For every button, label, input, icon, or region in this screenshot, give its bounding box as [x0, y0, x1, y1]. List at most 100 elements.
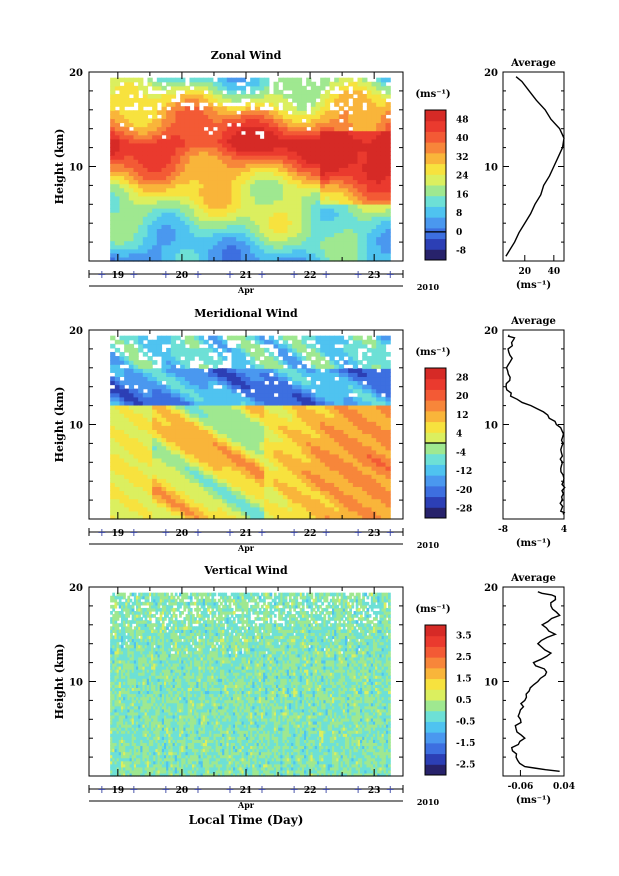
heatmap-cell — [184, 486, 191, 492]
heatmap-cell — [324, 102, 331, 107]
heatmap-cell — [236, 351, 242, 357]
heatmap-cell — [296, 372, 303, 378]
heatmap-cell — [352, 179, 359, 185]
heatmap-cell — [352, 98, 359, 103]
heatmap-cell — [371, 240, 377, 246]
heatmap-cell — [152, 470, 158, 475]
colorbar-tick-label: -8 — [456, 247, 466, 257]
heatmap-cell — [180, 130, 186, 136]
heatmap-cell — [138, 244, 144, 250]
heatmap-cell — [175, 163, 181, 168]
heatmap-cell — [217, 244, 223, 250]
heatmap-cell — [362, 155, 368, 160]
heatmap-cell — [338, 138, 345, 144]
heatmap-cell — [259, 380, 265, 386]
heatmap-cell — [259, 175, 265, 181]
heatmap-cell — [329, 179, 335, 185]
heatmap-cell — [217, 199, 223, 205]
heatmap-cell — [110, 134, 116, 140]
heatmap-cell — [320, 212, 326, 217]
heatmap-cell — [189, 392, 195, 398]
heatmap-cell — [357, 404, 363, 410]
heatmap-cell — [142, 220, 149, 225]
heatmap-cell — [278, 224, 284, 230]
heatmap-cell — [208, 356, 214, 361]
heatmap-cell — [301, 236, 307, 242]
heatmap-cell — [273, 195, 279, 201]
heatmap-cell — [254, 339, 261, 345]
heatmap-cell — [110, 130, 116, 136]
heatmap-cell — [259, 417, 265, 422]
heatmap-cell — [352, 171, 359, 177]
heatmap-cell — [320, 151, 326, 156]
heatmap-cell — [194, 179, 200, 185]
heatmap-cell — [124, 396, 130, 402]
heatmap-cell — [128, 142, 135, 148]
heatmap-cell — [124, 445, 130, 451]
heatmap-cell — [184, 409, 191, 414]
heatmap-cell — [161, 478, 167, 483]
heatmap-cell — [166, 433, 172, 439]
heatmap-cell — [194, 466, 200, 471]
heatmap-cell — [278, 441, 284, 447]
heatmap-cell — [236, 449, 242, 455]
heatmap-cell — [212, 368, 219, 373]
heatmap-cell — [124, 102, 130, 107]
heatmap-cell — [306, 81, 312, 87]
heatmap-cell — [175, 159, 181, 164]
heatmap-cell — [208, 494, 214, 500]
heatmap-cell — [226, 425, 233, 430]
heatmap-cell — [282, 502, 289, 508]
heatmap-cell — [366, 199, 373, 205]
heatmap-cell — [170, 404, 177, 410]
heatmap-cell — [152, 224, 158, 230]
heatmap-cell — [226, 106, 233, 111]
heatmap-cell — [254, 433, 261, 439]
heatmap-cell — [124, 126, 130, 132]
heatmap-cell — [124, 98, 130, 103]
heatmap-cell — [324, 364, 331, 369]
heatmap-cell — [385, 118, 391, 124]
heatmap-cell — [273, 372, 279, 378]
heatmap-cell — [254, 474, 261, 479]
heatmap-cell — [324, 461, 331, 467]
heatmap-cell — [296, 89, 303, 95]
heatmap-cell — [268, 506, 275, 512]
heatmap-cell — [161, 400, 167, 406]
heatmap-cell — [282, 347, 289, 353]
heatmap-cell — [357, 510, 363, 516]
heatmap-cell — [292, 216, 298, 221]
heatmap-cell — [310, 212, 317, 217]
heatmap-cell — [231, 502, 237, 508]
heatmap-cell — [250, 425, 256, 430]
heatmap-cell — [166, 110, 172, 115]
heatmap-cell — [142, 457, 149, 463]
heatmap-cell — [212, 244, 219, 250]
heatmap-cell — [338, 384, 345, 390]
heatmap-cell — [236, 142, 242, 148]
heatmap-cell — [278, 400, 284, 406]
heatmap-cell — [124, 457, 130, 463]
heatmap-cell — [226, 486, 233, 492]
heatmap-cell — [301, 256, 307, 262]
heatmap-cell — [324, 142, 331, 148]
heatmap-cell — [348, 216, 354, 221]
heatmap-cell — [320, 364, 326, 369]
heatmap-cell — [161, 384, 167, 390]
heatmap-cell — [301, 85, 307, 91]
heatmap-cell — [329, 457, 335, 463]
heatmap-cell — [147, 347, 153, 353]
heatmap-cell — [324, 130, 331, 136]
heatmap-cell — [362, 482, 368, 488]
heatmap-cell — [212, 417, 219, 422]
heatmap-cell — [376, 248, 382, 254]
heatmap-cell — [147, 167, 153, 172]
heatmap-cell — [184, 417, 191, 422]
heatmap-cell — [338, 347, 345, 353]
heatmap-cell — [338, 224, 345, 230]
heatmap-cell — [152, 232, 158, 238]
heatmap-cell — [194, 372, 200, 378]
heatmap-cell — [296, 224, 303, 230]
heatmap-cell — [203, 425, 209, 430]
heatmap-cell — [329, 417, 335, 422]
